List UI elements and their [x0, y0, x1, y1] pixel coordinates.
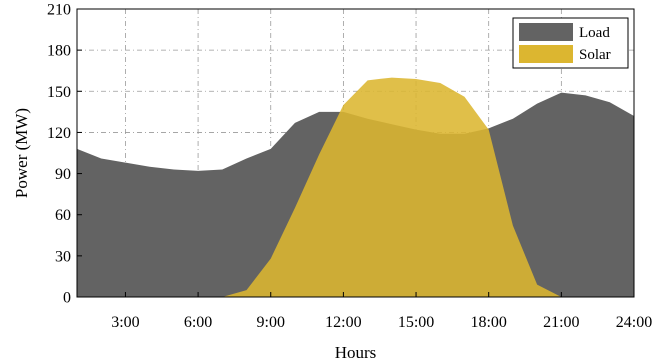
axis-ticks: 3:00 6:00 9:00 12:00 15:00 18:00 21:00 24:00 0 30…	[47, 2, 652, 332]
y-tick-label: 120	[47, 125, 71, 142]
x-tick-label: 24:00	[616, 314, 652, 331]
series-layer	[77, 77, 634, 298]
x-axis-title: Hours	[335, 343, 377, 362]
x-tick-label: 6:00	[184, 314, 212, 331]
y-axis-title: Power (MW)	[12, 108, 31, 198]
x-tick-label: 3:00	[111, 314, 139, 331]
x-tick-label: 9:00	[257, 314, 285, 331]
x-tick-label: 21:00	[543, 314, 579, 331]
y-tick-label: 0	[63, 290, 71, 307]
y-tick-label: 150	[47, 84, 71, 101]
legend-swatch-solar	[519, 45, 573, 63]
y-tick-label: 210	[47, 2, 71, 19]
y-tick-label: 60	[55, 207, 71, 224]
legend: Load Solar	[512, 17, 629, 69]
legend-swatch-load	[519, 23, 573, 41]
legend-label-load: Load	[579, 25, 610, 41]
y-tick-label: 90	[55, 166, 71, 183]
y-tick-label: 180	[47, 43, 71, 60]
x-tick-label: 12:00	[325, 314, 361, 331]
x-tick-label: 18:00	[470, 314, 506, 331]
series-area-solar	[222, 77, 562, 297]
x-tick-label: 15:00	[398, 314, 434, 331]
legend-label-solar: Solar	[579, 47, 611, 63]
plot-frame	[76, 8, 635, 298]
y-tick-label: 30	[55, 248, 71, 265]
